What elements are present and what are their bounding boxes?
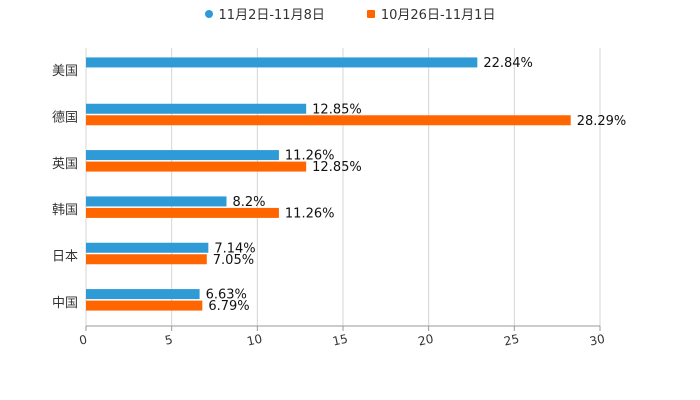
bar-series-1: [86, 242, 209, 253]
data-label: 12.85%: [312, 160, 362, 175]
x-tick-label: 5: [164, 332, 174, 347]
y-category-label: 中国: [52, 296, 78, 311]
bar-series-2: [86, 161, 307, 172]
bar-series-1: [86, 103, 307, 114]
data-label: 28.29%: [577, 114, 627, 129]
legend-square-icon: [366, 9, 375, 18]
x-tick-label: 10: [246, 332, 264, 349]
y-category-label: 美国: [52, 64, 78, 79]
data-label: 6.79%: [208, 299, 249, 314]
x-tick-label: 20: [417, 332, 435, 349]
x-tick-label: 25: [503, 332, 521, 349]
x-tick-label: 15: [331, 332, 349, 349]
data-label: 12.85%: [312, 102, 362, 117]
data-label: 11.26%: [285, 206, 335, 221]
data-label: 6.63%: [206, 288, 247, 303]
bar-series-2: [86, 115, 571, 126]
y-category-label: 日本: [52, 250, 78, 265]
bar-series-1: [86, 289, 200, 300]
x-tick-label: 30: [588, 332, 606, 349]
legend: 11月2日-11月8日 10月26日-11月1日: [0, 4, 700, 23]
legend-item-series-1[interactable]: 11月2日-11月8日: [204, 4, 325, 23]
y-category-label: 德国: [52, 111, 78, 126]
legend-dot-icon: [204, 9, 213, 18]
bar-series-1: [86, 57, 478, 68]
bar-series-2: [86, 207, 279, 218]
data-label: 7.05%: [213, 253, 254, 268]
bar-series-1: [86, 150, 279, 161]
y-category-label: 韩国: [52, 203, 78, 218]
data-label: 7.14%: [214, 241, 255, 256]
data-label: 8.2%: [232, 195, 265, 210]
data-label: 22.84%: [483, 56, 533, 71]
y-category-label: 英国: [52, 157, 78, 172]
bar-series-2: [86, 300, 203, 311]
legend-label-series-1: 11月2日-11月8日: [218, 8, 325, 23]
bar-series-1: [86, 196, 227, 207]
legend-item-series-2[interactable]: 10月26日-11月1日: [366, 4, 496, 23]
data-label: 11.26%: [285, 149, 335, 164]
x-tick-label: 0: [78, 332, 88, 347]
legend-label-series-2: 10月26日-11月1日: [380, 8, 496, 23]
bar-series-2: [86, 254, 207, 265]
